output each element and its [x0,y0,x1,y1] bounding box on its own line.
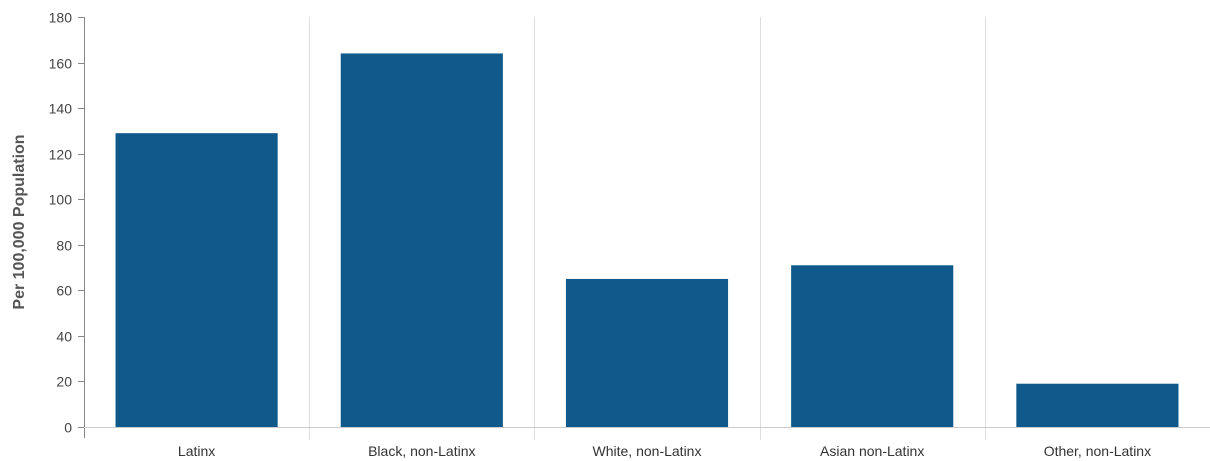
y-axis-title: Per 100,000 Population [11,134,28,309]
bar [791,265,954,427]
y-tick-label: 140 [49,101,73,117]
y-tick-label: 60 [56,283,72,299]
x-axis: Latinx Black, non-Latinx White, non-Latinx… [84,427,1210,459]
bar [115,133,278,427]
y-axis: 0 20 40 60 80 100 120 140 160 180 [49,10,85,438]
x-tick-label: Asian non-Latinx [820,443,924,459]
y-tick-label: 80 [56,238,72,254]
y-tick-label: 100 [49,192,73,208]
y-tick-label: 20 [56,374,72,390]
bars [115,53,1179,427]
y-tick-label: 0 [64,420,72,436]
x-tick-label: White, non-Latinx [593,443,702,459]
x-tick-label: Latinx [178,443,215,459]
y-tick-label: 160 [49,56,73,72]
bar [565,278,729,427]
x-tick-label: Other, non-Latinx [1044,443,1151,459]
bar [340,53,503,427]
x-tick-label: Black, non-Latinx [368,443,475,459]
y-tick-label: 120 [49,147,73,163]
y-tick-label: 180 [49,10,73,26]
bar [1016,383,1179,427]
y-tick-label: 40 [56,329,72,345]
grid-lines [309,17,986,440]
